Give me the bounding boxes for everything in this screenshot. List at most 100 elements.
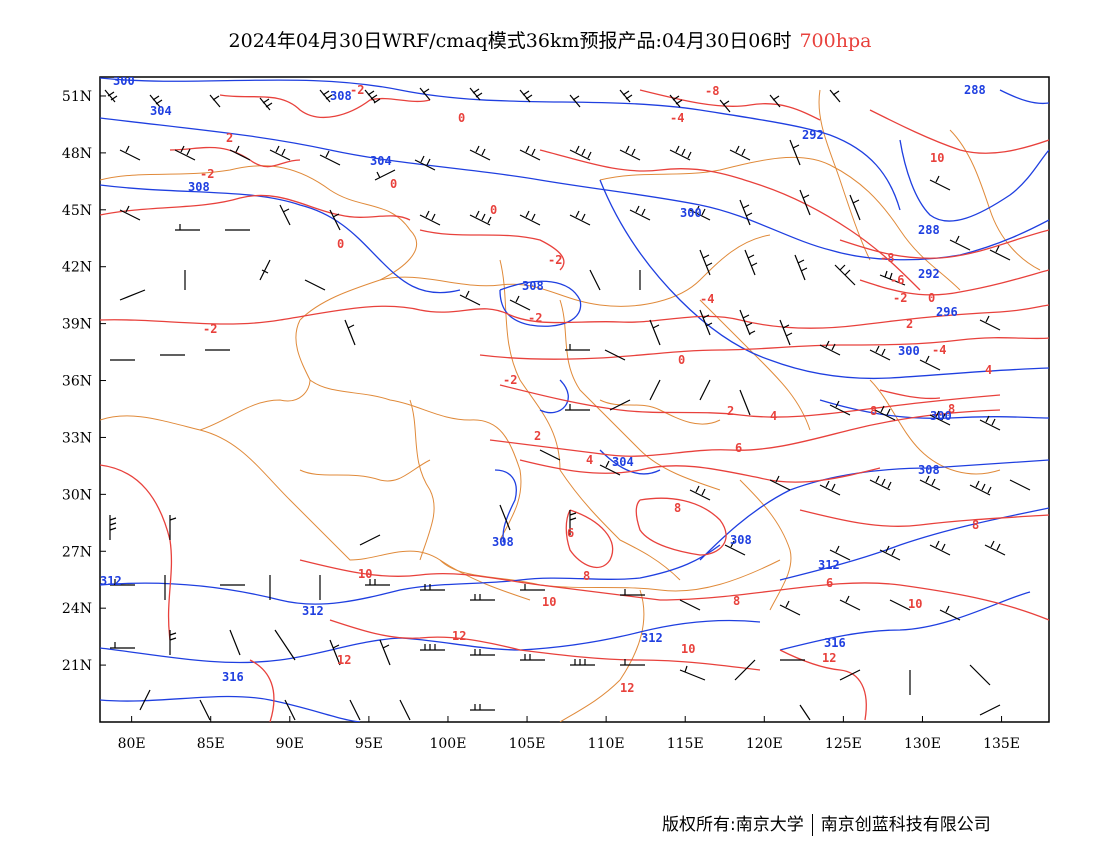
- temperature-label: -2: [893, 291, 907, 305]
- title-text: 2024年04月30日WRF/cmaq模式36km预报产品:04月30日06时: [228, 30, 792, 52]
- temperature-contours: [100, 89, 1049, 722]
- y-tick-label: 45N: [62, 203, 92, 219]
- temperature-label: 0: [390, 177, 397, 191]
- footer-separator: [811, 814, 813, 836]
- axes: 80E 85E 90E 95E 100E 105E 110E 115E 120E 125E 130E…: [62, 89, 1020, 752]
- height-label: 308: [492, 535, 514, 549]
- temperature-label: -2: [548, 253, 562, 267]
- temperature-label: 6: [826, 576, 833, 590]
- temperature-label: -6: [890, 273, 904, 287]
- temperature-label: -2: [503, 373, 517, 387]
- temperature-label: 2: [534, 429, 541, 443]
- temperature-label: 10: [930, 151, 944, 165]
- map-frame: [99, 76, 1050, 723]
- height-label: 288: [964, 83, 986, 97]
- temperature-label: 10: [681, 642, 695, 656]
- temperature-label: -4: [700, 292, 714, 306]
- temperature-label: 8: [972, 518, 979, 532]
- temperature-label: 10: [358, 567, 372, 581]
- height-label: 300: [680, 206, 702, 220]
- temperature-label: 0: [928, 291, 935, 305]
- x-tick-label: 115E: [667, 736, 704, 752]
- height-label: 300: [898, 344, 920, 358]
- temperature-label: -2: [350, 83, 364, 97]
- temperature-label: 6: [735, 441, 742, 455]
- x-tick-label: 130E: [904, 736, 941, 752]
- wind-barbs: [104, 87, 1031, 721]
- temperature-label: 0: [490, 203, 497, 217]
- y-tick-label: 33N: [62, 430, 92, 446]
- height-label: 300: [113, 74, 135, 88]
- y-tick-label: 39N: [62, 317, 92, 333]
- height-label: 312: [641, 631, 663, 645]
- x-tick-label: 110E: [588, 736, 625, 752]
- temperature-label: 0: [458, 111, 465, 125]
- temperature-label: 8: [583, 569, 590, 583]
- y-tick-label: 30N: [62, 487, 92, 503]
- footer-credits: 版权所有:南京大学 南京创蓝科技有限公司: [662, 810, 991, 836]
- x-tick-label: 105E: [509, 736, 546, 752]
- x-tick-label: 120E: [746, 736, 783, 752]
- height-label: 312: [100, 574, 122, 588]
- temperature-label: 12: [452, 629, 466, 643]
- temperature-label: 4: [770, 409, 777, 423]
- temperature-label: 2: [226, 131, 233, 145]
- y-tick-label: 51N: [62, 89, 92, 105]
- temperature-label: 4: [586, 453, 593, 467]
- temperature-labels: -2 -8 -4 0 2 -2 0 0 0 10 -2 -4 -2 -6 -8 …: [200, 83, 992, 695]
- y-tick-label: 36N: [62, 374, 92, 390]
- temperature-label: -2: [528, 311, 542, 325]
- height-label: 308: [188, 180, 210, 194]
- height-label: 304: [612, 455, 634, 469]
- x-tick-label: 135E: [983, 736, 1020, 752]
- temperature-label: 10: [908, 597, 922, 611]
- height-label: 312: [818, 558, 840, 572]
- temperature-label: -2: [200, 167, 214, 181]
- height-label: 296: [936, 305, 958, 319]
- height-label: 304: [150, 104, 172, 118]
- height-labels: 300 304 308 304 308 300 292 288 288 292 …: [100, 74, 986, 684]
- height-label: 292: [802, 128, 824, 142]
- x-tick-label: 80E: [118, 736, 146, 752]
- temperature-label: -2: [203, 322, 217, 336]
- company-name: 南京创蓝科技有限公司: [820, 815, 991, 835]
- temperature-label: 12: [620, 681, 634, 695]
- temperature-label: 8: [948, 402, 955, 416]
- height-label: 308: [330, 89, 352, 103]
- temperature-label: -8: [880, 251, 894, 265]
- x-tick-label: 85E: [197, 736, 225, 752]
- temperature-label: 0: [678, 353, 685, 367]
- temperature-label: 4: [985, 363, 992, 377]
- height-label: 300: [930, 409, 952, 423]
- y-tick-label: 21N: [62, 658, 92, 674]
- temperature-label: -4: [670, 111, 684, 125]
- temperature-label: 8: [733, 594, 740, 608]
- y-tick-label: 42N: [62, 260, 92, 276]
- temperature-label: 10: [542, 595, 556, 609]
- temperature-label: 12: [822, 651, 836, 665]
- chart-title: 2024年04月30日WRF/cmaq模式36km预报产品:04月30日06时 7…: [0, 26, 1100, 53]
- y-tick-label: 24N: [62, 601, 92, 617]
- temperature-label: -4: [932, 343, 946, 357]
- height-label: 288: [918, 223, 940, 237]
- temperature-label: 8: [870, 404, 877, 418]
- height-label: 304: [370, 154, 392, 168]
- y-tick-label: 27N: [62, 544, 92, 560]
- temperature-label: 0: [337, 237, 344, 251]
- height-label: 308: [522, 279, 544, 293]
- x-tick-label: 100E: [429, 736, 466, 752]
- x-tick-label: 90E: [276, 736, 304, 752]
- temperature-label: 8: [674, 501, 681, 515]
- temperature-label: 6: [567, 526, 574, 540]
- temperature-label: 12: [337, 653, 351, 667]
- copyright-text: 版权所有:南京大学: [662, 815, 804, 835]
- temperature-label: 2: [906, 317, 913, 331]
- x-tick-label: 95E: [355, 736, 383, 752]
- height-label: 316: [222, 670, 244, 684]
- height-label: 316: [824, 636, 846, 650]
- x-tick-label: 125E: [825, 736, 862, 752]
- height-label: 308: [918, 463, 940, 477]
- y-tick-label: 48N: [62, 146, 92, 162]
- temperature-label: -8: [705, 84, 719, 98]
